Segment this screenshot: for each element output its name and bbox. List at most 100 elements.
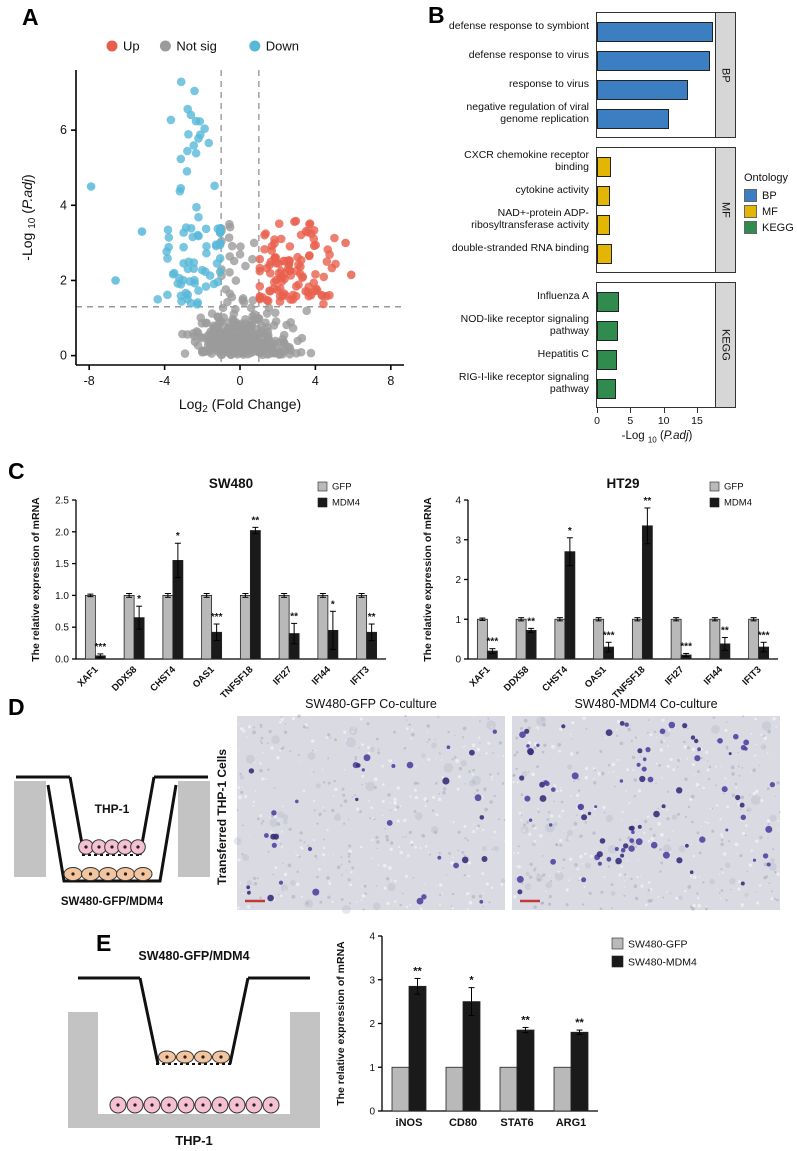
svg-text:0.0: 0.0 [55, 655, 69, 666]
svg-text:DDX58: DDX58 [502, 664, 531, 693]
go-group-KEGG: Influenza A NOD-like receptor signaling p… [428, 282, 797, 408]
svg-text:**: ** [721, 626, 729, 637]
transwell-diagram-e: SW480-GFP/MDM4 THP-1 [68, 949, 320, 1148]
go-bar [597, 21, 713, 42]
svg-text:1.0: 1.0 [55, 591, 69, 602]
thp1-cells [109, 1096, 280, 1114]
svg-text:IFI44: IFI44 [310, 664, 334, 688]
svg-text:-8: -8 [84, 374, 95, 388]
svg-text:MDM4: MDM4 [332, 498, 360, 509]
svg-text:Log2 (Fold Change): Log2 (Fold Change) [179, 396, 301, 415]
go-term-label: CXCR chemokine receptor binding [464, 148, 589, 173]
well-bottom [68, 1114, 320, 1128]
svg-text:3: 3 [369, 975, 375, 986]
insert-cell-label: THP-1 [95, 802, 130, 816]
go-term-label: Influenza A [537, 289, 589, 302]
panel-label-b: B [428, 2, 445, 28]
well-wall-left [14, 781, 46, 877]
svg-text:1: 1 [369, 1063, 375, 1074]
go-group-BP: defense response to symbiont defense resp… [428, 12, 797, 138]
image-title-gfp: SW480-GFP Co-culture [305, 697, 437, 711]
bottom-cell-label: THP-1 [175, 1133, 213, 1148]
ht29-bar-chart: 0 1 2 3 4 The relative expression of mRNA HT29… [422, 476, 778, 701]
svg-text:The relative expression of mRN: The relative expression of mRNA [335, 941, 347, 1106]
svg-text:***: *** [211, 612, 223, 623]
svg-text:SW480-GFP: SW480-GFP [628, 939, 688, 951]
go-bar [597, 378, 617, 399]
svg-text:GFP: GFP [724, 482, 744, 493]
svg-text:SW480-MDM4: SW480-MDM4 [628, 957, 697, 969]
facet-strip-MF: MF [716, 147, 736, 273]
svg-text:iNOS: iNOS [396, 1117, 423, 1129]
svg-text:TNFSF18: TNFSF18 [219, 664, 256, 701]
go-bar [597, 185, 610, 206]
svg-text:IFI27: IFI27 [271, 664, 294, 687]
go-term-label: NOD-like receptor signaling pathway [460, 312, 589, 337]
svg-text:-4: -4 [159, 374, 170, 388]
go-term-label: response to virus [509, 77, 589, 90]
svg-text:IFI44: IFI44 [702, 664, 726, 688]
panel-label-d: D [8, 694, 25, 720]
svg-text:Not sig: Not sig [176, 39, 216, 54]
svg-text:***: *** [95, 642, 107, 653]
svg-text:-Log 10 (P.adj): -Log 10 (P.adj) [19, 174, 38, 260]
insert-outline [16, 775, 208, 856]
insert-outline [78, 976, 310, 1065]
svg-text:**: ** [521, 1014, 530, 1026]
svg-text:*: * [568, 526, 572, 537]
go-term-label: RIG-I-like receptor signaling pathway [458, 370, 589, 395]
svg-text:***: *** [603, 630, 615, 641]
svg-text:2.5: 2.5 [55, 496, 69, 507]
go-term-label: Hepatitis C [537, 347, 589, 360]
svg-text:2: 2 [369, 1019, 375, 1030]
svg-text:GFP: GFP [332, 482, 352, 493]
go-bar [597, 243, 613, 264]
outer-well-outline [46, 784, 178, 883]
svg-text:The relative expression of mRN: The relative expression of mRNA [422, 497, 434, 662]
svg-text:*: * [176, 531, 180, 542]
volcano-plot: -8 -4 0 4 8 0 2 4 6 Log2 (Fold Change) -Log 10 (P.… [19, 39, 404, 415]
go-term-label: defense response to symbiont [448, 19, 589, 32]
go-bar [597, 156, 611, 177]
go-term-label: negative regulation of viral genome repl… [466, 100, 589, 125]
svg-text:IFI27: IFI27 [663, 664, 686, 687]
svg-text:**: ** [251, 515, 259, 526]
svg-text:8: 8 [387, 374, 394, 388]
svg-text:2: 2 [455, 575, 461, 586]
svg-text:XAF1: XAF1 [76, 664, 101, 689]
go-bar [597, 108, 669, 129]
tumor-cells [158, 1050, 230, 1064]
go-group-MF: CXCR chemokine receptor binding cytokine … [428, 147, 797, 273]
go-term-label: cytokine activity [515, 183, 589, 196]
svg-text:CD80: CD80 [449, 1117, 477, 1129]
insert-cell-label: SW480-GFP/MDM4 [138, 949, 249, 963]
svg-text:OAS1: OAS1 [191, 664, 218, 691]
panel-label-e: E [96, 930, 112, 956]
svg-text:**: ** [290, 611, 298, 622]
svg-text:0: 0 [237, 374, 244, 388]
go-term-label: double-stranded RNA binding [451, 241, 589, 254]
go-bar [597, 79, 688, 100]
svg-text:**: ** [575, 1017, 584, 1029]
svg-text:XAF1: XAF1 [468, 664, 493, 689]
sw480-bar-chart: 0.0 0.5 1.0 1.5 2.0 2.5 The relative expressio… [30, 476, 386, 701]
svg-text:1.5: 1.5 [55, 559, 69, 570]
svg-text:IFIT3: IFIT3 [740, 664, 763, 687]
svg-text:MDM4: MDM4 [724, 498, 752, 509]
go-bar [597, 50, 711, 71]
well-wall-left [68, 1012, 98, 1128]
svg-text:Down: Down [266, 39, 299, 54]
svg-text:1: 1 [455, 615, 461, 626]
svg-text:Up: Up [123, 39, 140, 54]
svg-text:**: ** [643, 496, 651, 507]
panel-label-c: C [8, 458, 25, 484]
svg-text:0: 0 [455, 655, 461, 666]
svg-text:SW480: SW480 [209, 476, 253, 491]
svg-text:4: 4 [312, 374, 319, 388]
svg-text:OAS1: OAS1 [583, 664, 610, 691]
svg-text:IFIT3: IFIT3 [348, 664, 371, 687]
transwell-diagram-d: THP-1 SW480-GFP/MDM4 [14, 775, 210, 908]
well-wall-right [178, 781, 210, 877]
panel-label-a: A [22, 4, 39, 30]
